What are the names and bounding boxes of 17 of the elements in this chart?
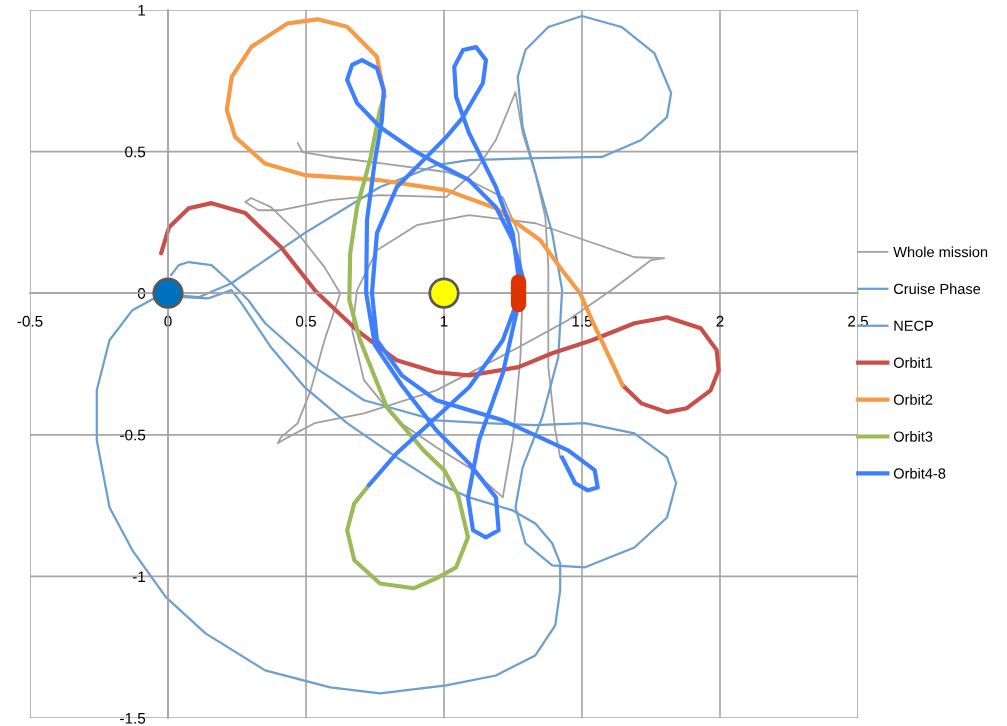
y-tick-label: -0.5 <box>120 429 146 441</box>
y-tick-label: 1 <box>138 5 146 16</box>
legend-label: Orbit4-8 <box>893 467 946 479</box>
x-tick-label: 2 <box>716 315 724 327</box>
y-tick-label: -1 <box>132 571 146 582</box>
legend-label: NECP <box>894 320 933 331</box>
y-tick-label: -1.5 <box>120 713 146 724</box>
legend-label: Orbit2 <box>893 394 933 405</box>
x-tick-label: 0 <box>164 315 172 327</box>
legend-label: Whole mission <box>893 246 988 258</box>
legend-label: Cruise Phase <box>893 283 981 295</box>
y-tick-label: 0.5 <box>125 146 146 158</box>
legend-label: Orbit3 <box>893 431 933 442</box>
legend-label: Orbit1 <box>893 357 933 368</box>
x-tick-label: 1 <box>440 315 448 327</box>
x-tick-label: -0.5 <box>17 315 43 327</box>
x-tick-label: 0.5 <box>295 315 316 327</box>
